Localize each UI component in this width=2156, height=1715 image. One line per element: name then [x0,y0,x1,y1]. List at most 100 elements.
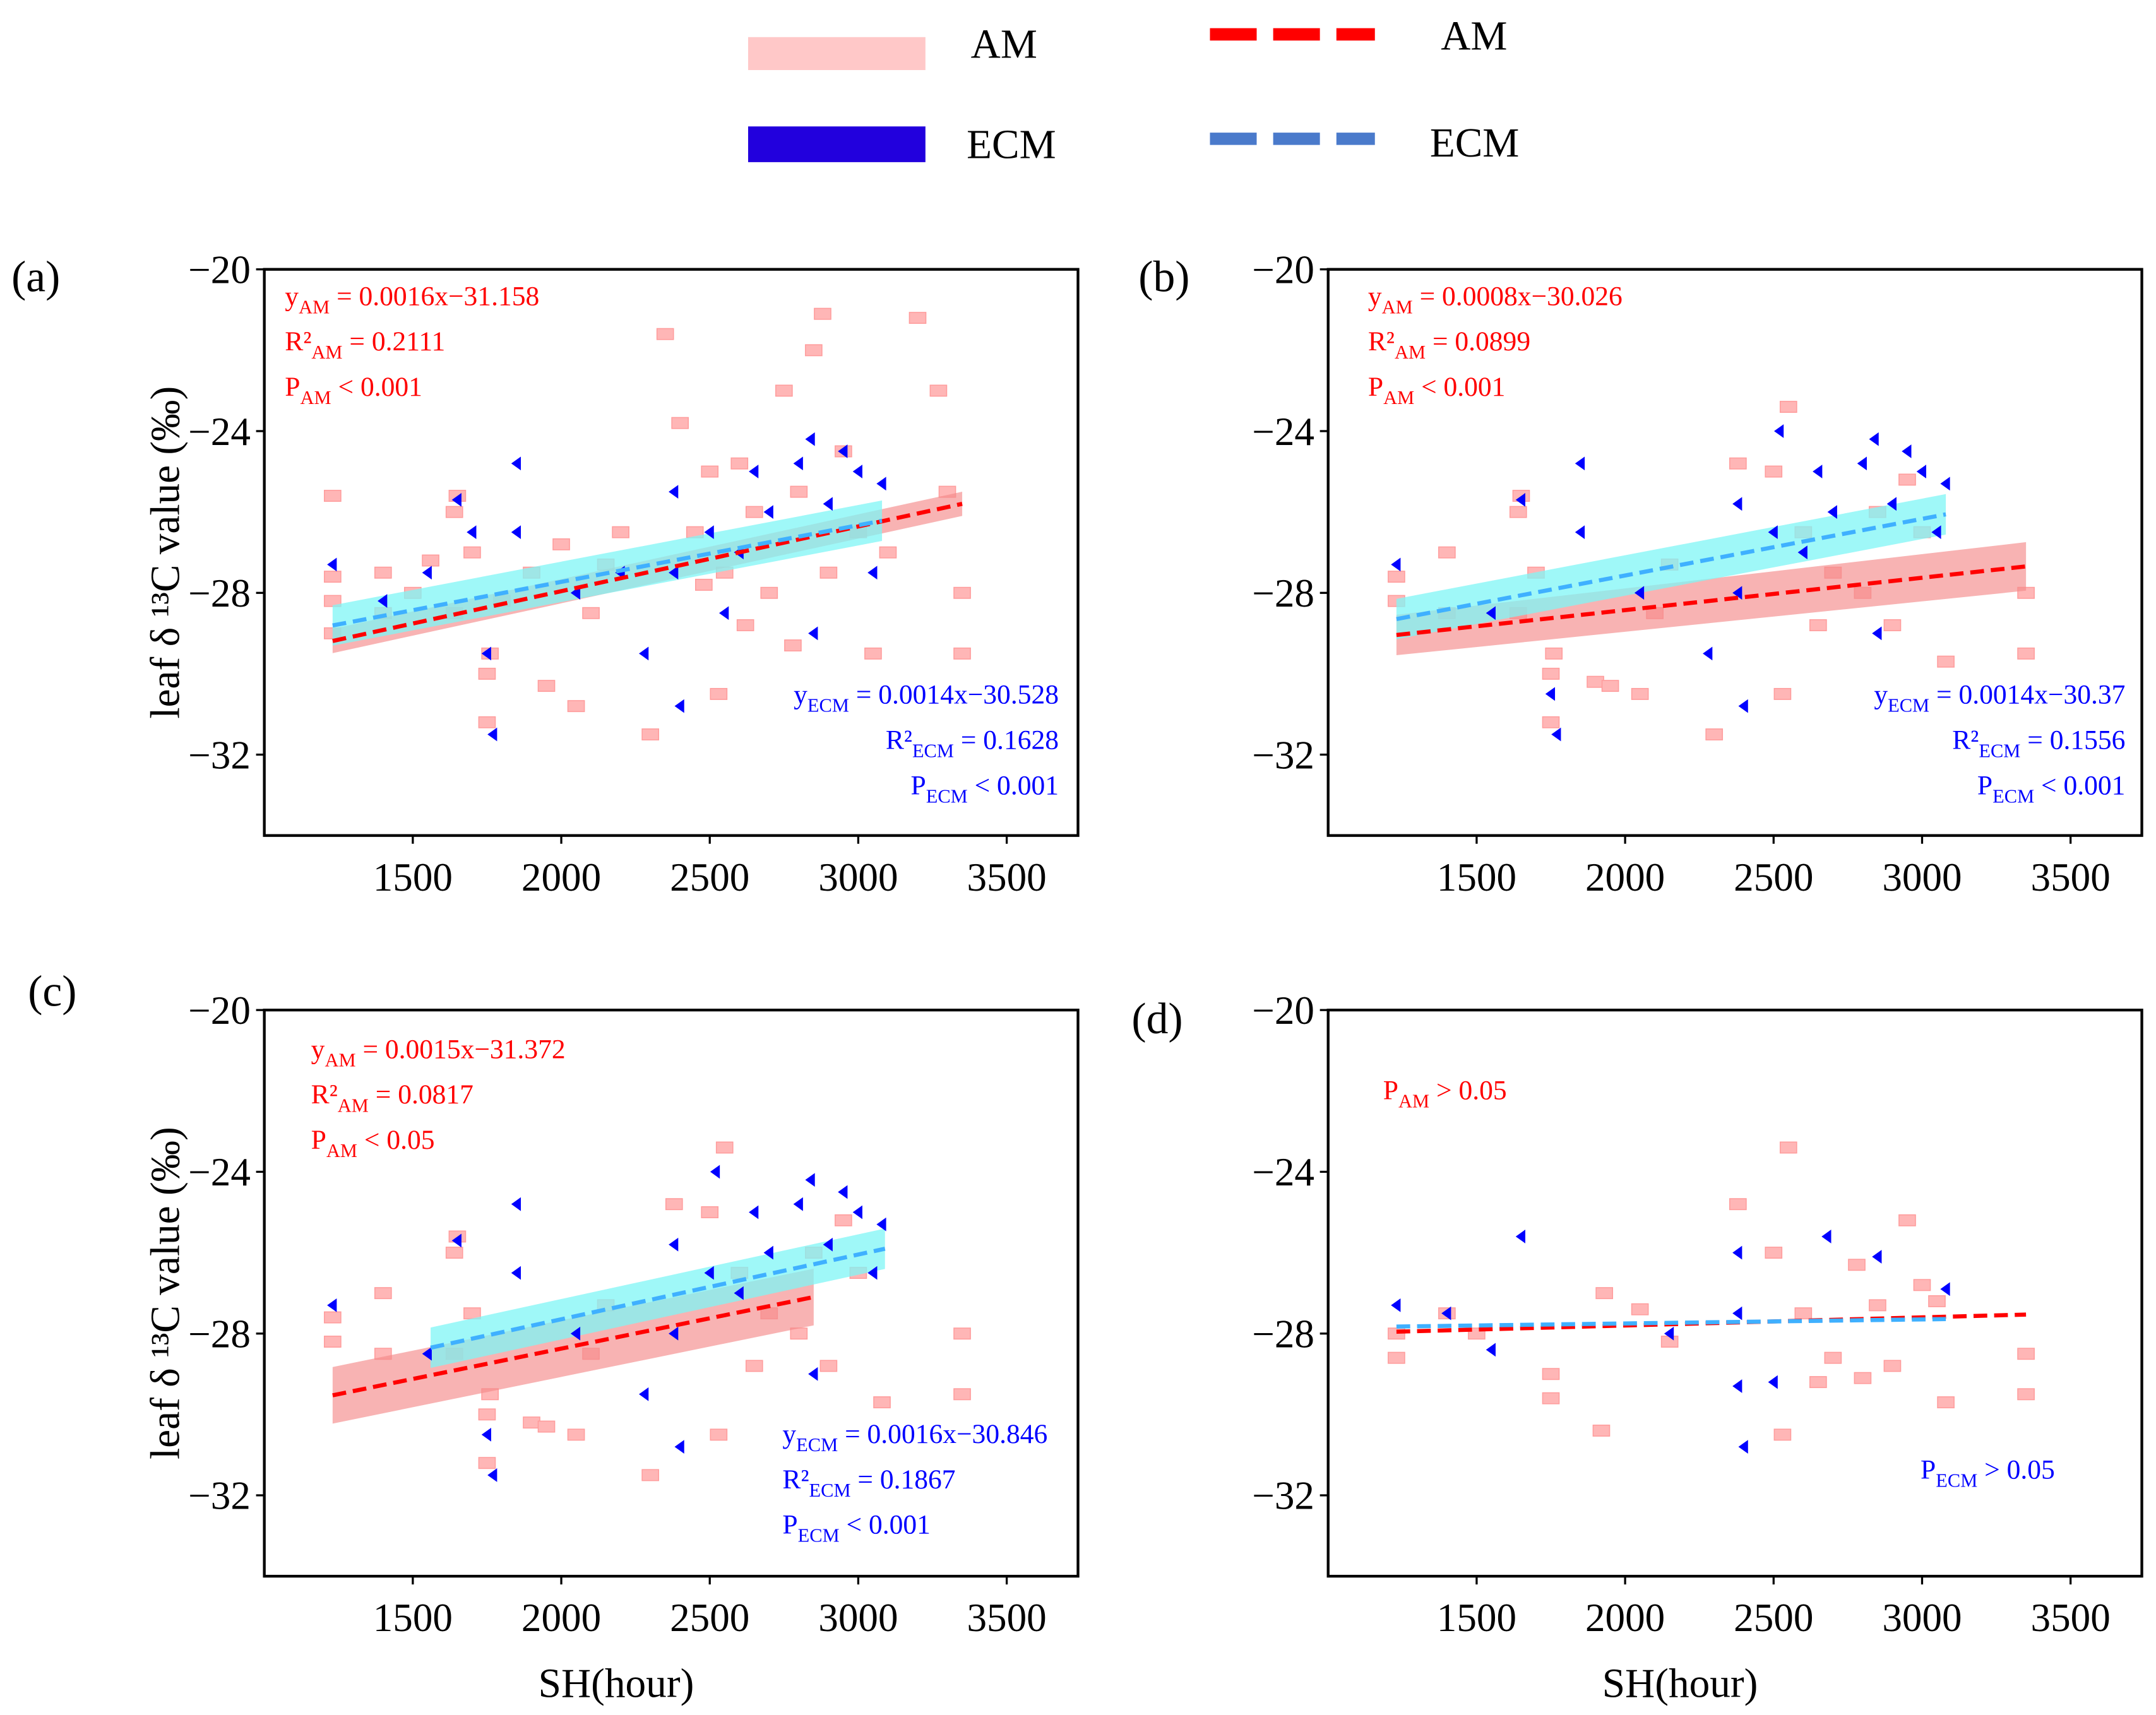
am-stat-annotation-value: = 0.0899 [1426,326,1530,357]
x-tick-label: 2000 [1585,855,1665,899]
ecm-stat-annotation-main: P [1977,770,1992,800]
ecm-fit-line [1396,1317,1946,1329]
x-tick-label: 1500 [373,1596,453,1640]
y-axis-label: leaf δ ¹³C value (‰) [143,386,189,719]
am-point [790,1327,808,1340]
ecm-point [793,456,803,471]
ecm-point [749,465,759,478]
y-tick-label: −24 [188,410,251,454]
am-point [1848,1259,1866,1271]
am-point [730,457,749,470]
am-point [953,647,971,660]
am-fit-line [332,501,963,643]
am-stat-annotation: R²AM = 0.0817 [311,1079,473,1116]
am-point [1824,1351,1842,1364]
ecm-point [511,456,521,471]
am-point [745,1360,763,1372]
am-point [1773,1428,1792,1441]
ecm-point [704,525,714,540]
ecm-point [1515,1230,1526,1243]
am-stat-annotation-value: = 0.0817 [369,1079,473,1110]
am-point [1913,1279,1931,1291]
ecm-point [852,1205,862,1219]
ecm-point [867,1266,878,1280]
ecm-point [1551,727,1561,742]
am-point [814,307,831,320]
am-point [1388,1351,1405,1364]
am-point [478,667,496,680]
am-stat-annotation-subscript: AM [311,341,342,363]
am-point [671,417,689,429]
am-point [805,344,823,357]
ecm-stat-annotation-main: P [782,1510,797,1540]
am-point [1601,680,1619,692]
ecm-stat-annotation: R²ECM = 0.1867 [782,1464,955,1501]
ecm-point [1886,497,1897,511]
ecm-stat-annotation-value: < 0.001 [2034,770,2125,800]
ecm-point [1732,1245,1742,1260]
ecm-point [1869,432,1879,446]
am-point [745,506,763,518]
am-stat-annotation-subscript: AM [325,1049,355,1071]
ecm-point [1773,424,1784,438]
legend: AM ECM AM ECM [748,13,1519,167]
y-tick-label: −20 [1252,988,1314,1033]
ecm-point [1486,606,1496,620]
ecm-point [808,1367,818,1381]
ecm-point [1732,1379,1742,1393]
ecm-point [669,485,679,499]
ecm-stat-annotation: yECM = 0.0016x−30.846 [782,1419,1047,1456]
am-point [422,554,439,567]
y-tick-label: −20 [188,988,251,1033]
panel-label: (a) [11,253,60,302]
am-point [1438,546,1456,559]
ecm-point [422,1346,432,1361]
ecm-stat-annotation-subscript: ECM [796,1434,838,1456]
x-tick-label: 3000 [818,855,898,899]
am-point [478,716,496,728]
am-point [1779,1141,1797,1154]
am-point [1765,465,1783,478]
am-point [1388,571,1405,583]
ecm-point [876,477,886,491]
legend-am-band-label: AM [971,21,1037,67]
plot-frame [263,1008,1080,1578]
am-point [873,1396,891,1409]
ecm-point [838,444,848,458]
am-point [695,578,713,591]
am-point [1592,1424,1611,1437]
am-stat-annotation-main: R² [1368,326,1395,357]
am-stat-annotation-subscript: AM [338,1095,369,1116]
ecm-point [763,505,773,519]
am-point [478,1457,496,1469]
ecm-point [1821,1230,1831,1243]
ecm-point [639,646,649,661]
am-stat-annotation: yAM = 0.0008x−30.026 [1368,281,1623,317]
y-tick-label: −32 [1252,1474,1314,1518]
ecm-point [674,1440,684,1454]
am-point [819,1360,838,1372]
am-point [374,1287,392,1300]
ecm-point [838,1185,848,1199]
am-point [324,571,342,583]
am-point [760,586,778,599]
ecm-stat-annotation-main: P [1921,1455,1936,1485]
ecm-point [1486,1343,1496,1357]
ecm-stat-annotation: PECM < 0.001 [1977,770,2126,807]
am-stat-annotation: PAM < 0.001 [285,372,422,408]
am-point [567,700,585,713]
ecm-fit-line [430,1247,886,1350]
x-tick-label: 1500 [1437,855,1516,899]
y-axis-label: leaf δ ¹³C value (‰) [143,1127,189,1459]
x-tick-label: 3000 [1882,855,1962,899]
ecm-stat-annotation-main: P [911,770,926,800]
am-stat-annotation-value: < 0.05 [357,1125,435,1155]
ecm-stat-annotation-main: y [794,680,807,710]
ecm-point [570,1326,581,1341]
am-point [953,586,971,599]
am-point [1773,687,1792,700]
ecm-point [749,1205,759,1219]
am-point [1765,1247,1783,1259]
plot-frame [1326,1008,2143,1578]
